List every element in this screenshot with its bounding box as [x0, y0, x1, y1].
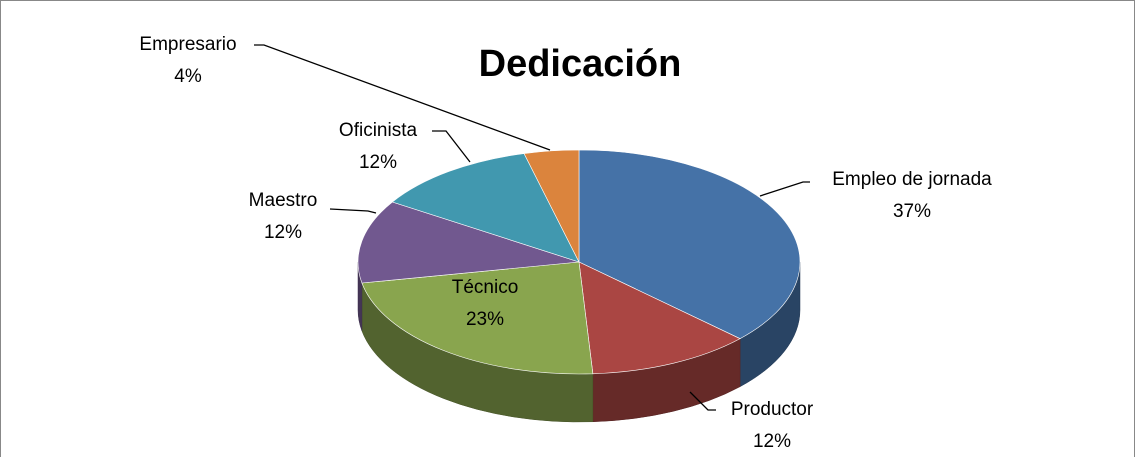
pie-sides [357, 261, 801, 423]
pie-slice [578, 261, 741, 375]
pie-labels: Empleo de jornada 37% Productor 12% Técnico 2… [139, 34, 992, 452]
slice-label: Técnico [452, 277, 519, 298]
slice-value-label: 4% [174, 66, 202, 87]
pie-slice [391, 153, 580, 263]
pie-tops [357, 149, 801, 375]
slice-value-label: 12% [264, 222, 302, 243]
leader-line [689, 391, 716, 411]
slice-value-label: 23% [466, 309, 504, 330]
slice-label: Productor [731, 399, 814, 420]
slice-label: Maestro [249, 190, 318, 211]
leader-line [432, 130, 471, 163]
leader-line [759, 181, 810, 197]
pie-slice [357, 201, 580, 284]
pie-slice [523, 149, 580, 263]
leader-line [329, 208, 377, 214]
slice-value-label: 12% [753, 431, 791, 452]
slice-label: Empresario [139, 34, 236, 55]
chart-title: Dedicación [479, 43, 682, 85]
pie-slice [361, 261, 594, 375]
slice-value-label: 37% [893, 201, 931, 222]
leader-line [254, 44, 551, 151]
slice-label: Empleo de jornada [832, 169, 992, 190]
slice-value-label: 12% [359, 152, 397, 173]
slice-label: Oficinista [339, 120, 418, 141]
pie-slice [578, 149, 801, 340]
